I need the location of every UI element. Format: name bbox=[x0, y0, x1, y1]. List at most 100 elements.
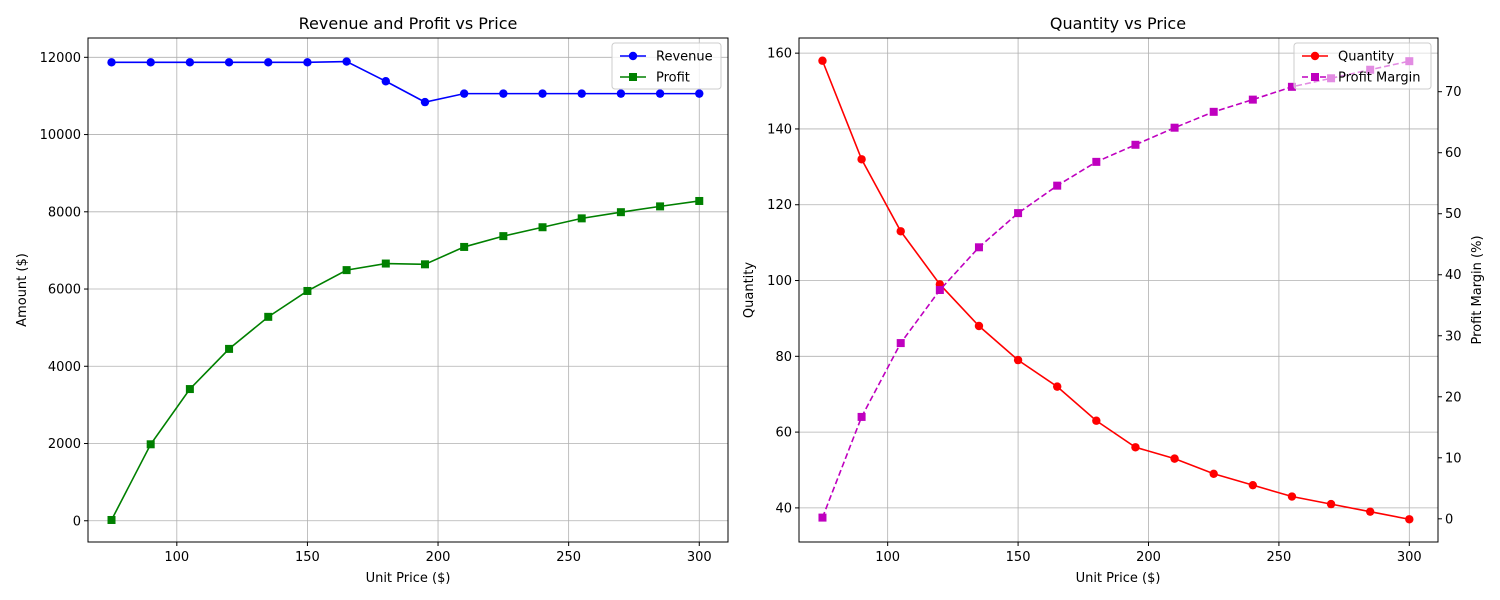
x-tick-label: 100 bbox=[875, 550, 900, 565]
y-tick-label: 120 bbox=[767, 198, 792, 213]
y-tick-label: 2000 bbox=[48, 437, 81, 452]
data-point-revenue bbox=[616, 89, 626, 98]
data-point-quantity bbox=[1287, 492, 1297, 501]
data-point-revenue bbox=[459, 89, 469, 98]
data-point-profit bbox=[656, 202, 665, 211]
data-point-profit bbox=[499, 232, 508, 241]
y-right-tick-label: 20 bbox=[1445, 390, 1462, 405]
data-point-profit-margin bbox=[1170, 123, 1179, 132]
y-tick-label: 140 bbox=[767, 122, 792, 137]
data-point-profit bbox=[381, 259, 390, 268]
data-point-quantity bbox=[1405, 515, 1414, 524]
data-point-profit bbox=[146, 440, 155, 449]
data-point-quantity bbox=[1365, 507, 1375, 516]
legend-label: Quantity bbox=[1338, 50, 1394, 65]
data-point-revenue bbox=[695, 89, 704, 98]
y-right-tick-label: 60 bbox=[1445, 146, 1462, 161]
data-point-profit-margin bbox=[1209, 107, 1218, 116]
data-point-profit bbox=[616, 208, 625, 217]
data-point-revenue bbox=[146, 58, 155, 67]
y-tick-label: 40 bbox=[775, 501, 792, 516]
data-point-revenue bbox=[577, 89, 586, 98]
x-axis-label: Unit Price ($) bbox=[1076, 571, 1161, 586]
series-line-profit bbox=[110, 200, 700, 521]
data-point-revenue bbox=[303, 58, 312, 67]
y-tick-label: 12000 bbox=[40, 51, 81, 66]
data-point-revenue bbox=[499, 89, 508, 98]
y-tick-label: 10000 bbox=[40, 128, 81, 143]
legend-label: Profit Margin bbox=[1338, 71, 1420, 86]
series-line-profit-margin bbox=[821, 60, 1410, 518]
legend: Quantity Profit Margin bbox=[1293, 42, 1432, 90]
y-right-tick-label: 0 bbox=[1445, 512, 1453, 527]
data-point-profit bbox=[420, 260, 429, 269]
y-tick-label: 8000 bbox=[48, 205, 81, 220]
data-point-profit bbox=[538, 223, 547, 232]
y-tick-label: 80 bbox=[775, 350, 792, 365]
data-point-profit bbox=[185, 385, 194, 394]
y-tick-label: 4000 bbox=[48, 360, 81, 375]
data-point-profit-margin bbox=[1092, 157, 1101, 166]
revenue-profit-chart: Revenue and Profit vs Price Unit Price (… bbox=[15, 14, 729, 586]
data-point-profit-margin bbox=[857, 412, 866, 421]
data-point-profit-margin bbox=[1248, 95, 1257, 104]
x-axis-label: Unit Price ($) bbox=[366, 571, 451, 586]
legend: Revenue Profit bbox=[611, 42, 722, 90]
x-tick-label: 200 bbox=[1136, 550, 1161, 565]
data-point-quantity bbox=[857, 155, 866, 164]
x-tick-label: 150 bbox=[1006, 550, 1031, 565]
series-line-quantity bbox=[821, 60, 1410, 521]
data-point-quantity bbox=[896, 227, 905, 236]
data-point-revenue bbox=[342, 57, 351, 66]
y-right-tick-label: 10 bbox=[1445, 451, 1462, 466]
data-point-profit-margin bbox=[896, 339, 905, 348]
data-point-profit-margin bbox=[1014, 209, 1023, 218]
data-point-quantity bbox=[974, 321, 984, 331]
data-point-quantity bbox=[1326, 499, 1336, 509]
data-point-profit-margin bbox=[1131, 140, 1140, 149]
quantity-price-chart: Quantity vs Price Unit Price ($) Quantit… bbox=[742, 14, 1485, 586]
x-tick-label: 250 bbox=[556, 550, 581, 565]
data-point-profit-margin bbox=[818, 513, 827, 522]
data-point-quantity bbox=[1053, 382, 1062, 391]
chart-title: Quantity vs Price bbox=[1050, 14, 1186, 33]
data-point-revenue bbox=[185, 58, 195, 67]
data-point-revenue bbox=[381, 77, 390, 86]
data-point-profit bbox=[695, 196, 704, 205]
data-point-revenue bbox=[224, 58, 234, 67]
plot-frame bbox=[798, 37, 1439, 543]
data-point-profit bbox=[460, 242, 469, 251]
y-axis-label: Amount ($) bbox=[15, 253, 30, 327]
legend-label: Revenue bbox=[656, 50, 713, 65]
data-point-profit-margin bbox=[1053, 181, 1062, 190]
y-right-tick-label: 70 bbox=[1445, 85, 1462, 100]
data-point-profit bbox=[225, 344, 234, 353]
x-tick-label: 250 bbox=[1266, 550, 1291, 565]
y-axis-right-label: Profit Margin (%) bbox=[1470, 235, 1485, 344]
data-point-quantity bbox=[1209, 469, 1218, 478]
x-tick-label: 150 bbox=[295, 550, 320, 565]
x-tick-label: 300 bbox=[687, 550, 712, 565]
data-point-profit bbox=[342, 266, 351, 275]
plot-frame bbox=[87, 37, 729, 543]
x-tick-label: 300 bbox=[1397, 550, 1422, 565]
data-point-revenue bbox=[538, 89, 547, 98]
data-point-revenue bbox=[420, 97, 430, 107]
series-line-revenue bbox=[111, 60, 700, 103]
data-point-revenue bbox=[655, 89, 665, 98]
y-right-tick-label: 40 bbox=[1445, 268, 1462, 283]
y-tick-label: 0 bbox=[73, 514, 81, 529]
x-tick-label: 200 bbox=[426, 550, 451, 565]
y-tick-label: 60 bbox=[775, 426, 792, 441]
y-axis-label: Quantity bbox=[742, 262, 757, 318]
legend-swatch-marker bbox=[628, 51, 638, 61]
y-tick-label: 6000 bbox=[48, 283, 81, 298]
legend-swatch-marker bbox=[629, 73, 637, 81]
y-tick-label: 100 bbox=[767, 274, 792, 289]
data-point-profit-margin bbox=[974, 243, 983, 252]
y-tick-label: 160 bbox=[767, 47, 792, 62]
data-point-profit bbox=[107, 515, 116, 524]
x-tick-label: 100 bbox=[164, 550, 189, 565]
y-right-tick-label: 50 bbox=[1445, 207, 1462, 222]
